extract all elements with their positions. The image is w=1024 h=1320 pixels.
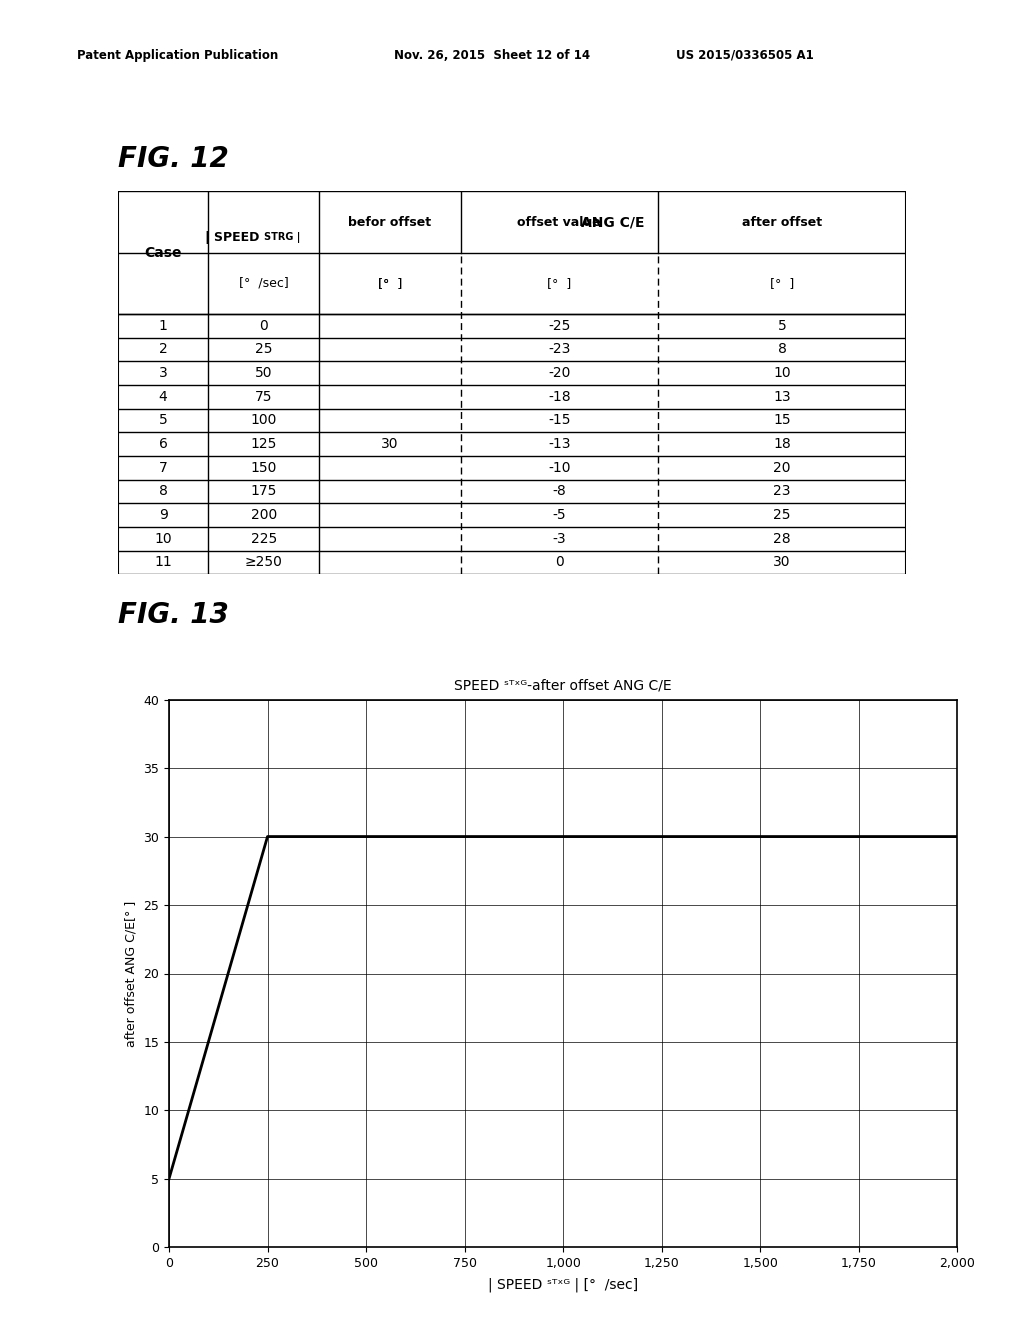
- Text: 30: 30: [381, 437, 398, 451]
- Text: 2: 2: [159, 342, 168, 356]
- Text: [°  ]: [° ]: [547, 277, 571, 290]
- Text: Case: Case: [144, 246, 182, 260]
- Text: 8: 8: [159, 484, 168, 499]
- Text: offset value: offset value: [517, 215, 601, 228]
- Text: 10: 10: [773, 366, 791, 380]
- Text: Nov. 26, 2015  Sheet 12 of 14: Nov. 26, 2015 Sheet 12 of 14: [394, 49, 591, 62]
- Text: 7: 7: [159, 461, 168, 475]
- Text: 5: 5: [777, 318, 786, 333]
- Text: 18: 18: [773, 437, 791, 451]
- Text: -20: -20: [548, 366, 570, 380]
- Text: FIG. 13: FIG. 13: [118, 601, 228, 628]
- Text: -18: -18: [548, 389, 570, 404]
- Text: FIG. 12: FIG. 12: [118, 145, 228, 173]
- Text: 25: 25: [255, 342, 272, 356]
- Text: 225: 225: [251, 532, 276, 545]
- Y-axis label: after offset ANG C/E[° ]: after offset ANG C/E[° ]: [125, 900, 138, 1047]
- Text: 1: 1: [159, 318, 168, 333]
- Text: 4: 4: [159, 389, 168, 404]
- Text: 0: 0: [555, 556, 563, 569]
- Text: [°  ]: [° ]: [378, 277, 401, 290]
- Text: befor offset: befor offset: [348, 215, 431, 228]
- Text: | SPEED: | SPEED: [205, 231, 263, 244]
- Text: 75: 75: [255, 389, 272, 404]
- Text: [°  ]: [° ]: [378, 277, 401, 290]
- Text: 11: 11: [155, 556, 172, 569]
- X-axis label: | SPEED ˢᵀˣᴳ | [°  /sec]: | SPEED ˢᵀˣᴳ | [° /sec]: [488, 1276, 638, 1291]
- Text: 125: 125: [251, 437, 276, 451]
- Text: 20: 20: [773, 461, 791, 475]
- Text: 28: 28: [773, 532, 791, 545]
- Text: 150: 150: [251, 461, 276, 475]
- Text: 9: 9: [159, 508, 168, 521]
- Text: 100: 100: [251, 413, 276, 428]
- Text: -15: -15: [548, 413, 570, 428]
- Text: -5: -5: [553, 508, 566, 521]
- Text: -25: -25: [548, 318, 570, 333]
- Text: US 2015/0336505 A1: US 2015/0336505 A1: [676, 49, 814, 62]
- Text: STRG |: STRG |: [263, 232, 300, 243]
- Text: 15: 15: [773, 413, 791, 428]
- Text: 0: 0: [259, 318, 268, 333]
- Text: [°  ]: [° ]: [770, 277, 795, 290]
- Text: 5: 5: [159, 413, 168, 428]
- Text: ANG C/E: ANG C/E: [581, 215, 644, 230]
- Text: 175: 175: [251, 484, 276, 499]
- Text: -10: -10: [548, 461, 570, 475]
- Text: -3: -3: [553, 532, 566, 545]
- Text: 13: 13: [773, 389, 791, 404]
- Text: -13: -13: [548, 437, 570, 451]
- Text: after offset: after offset: [742, 215, 822, 228]
- Text: 30: 30: [773, 556, 791, 569]
- Text: 25: 25: [773, 508, 791, 521]
- Text: 10: 10: [155, 532, 172, 545]
- Text: [°  /sec]: [° /sec]: [239, 277, 289, 290]
- Text: -23: -23: [548, 342, 570, 356]
- Text: 200: 200: [251, 508, 276, 521]
- Text: -8: -8: [552, 484, 566, 499]
- Title: SPEED ˢᵀˣᴳ-after offset ANG C/E: SPEED ˢᵀˣᴳ-after offset ANG C/E: [455, 678, 672, 693]
- Text: 23: 23: [773, 484, 791, 499]
- Text: 50: 50: [255, 366, 272, 380]
- Text: 3: 3: [159, 366, 168, 380]
- Text: ≥250: ≥250: [245, 556, 283, 569]
- Text: 8: 8: [777, 342, 786, 356]
- Text: Patent Application Publication: Patent Application Publication: [77, 49, 279, 62]
- Text: 6: 6: [159, 437, 168, 451]
